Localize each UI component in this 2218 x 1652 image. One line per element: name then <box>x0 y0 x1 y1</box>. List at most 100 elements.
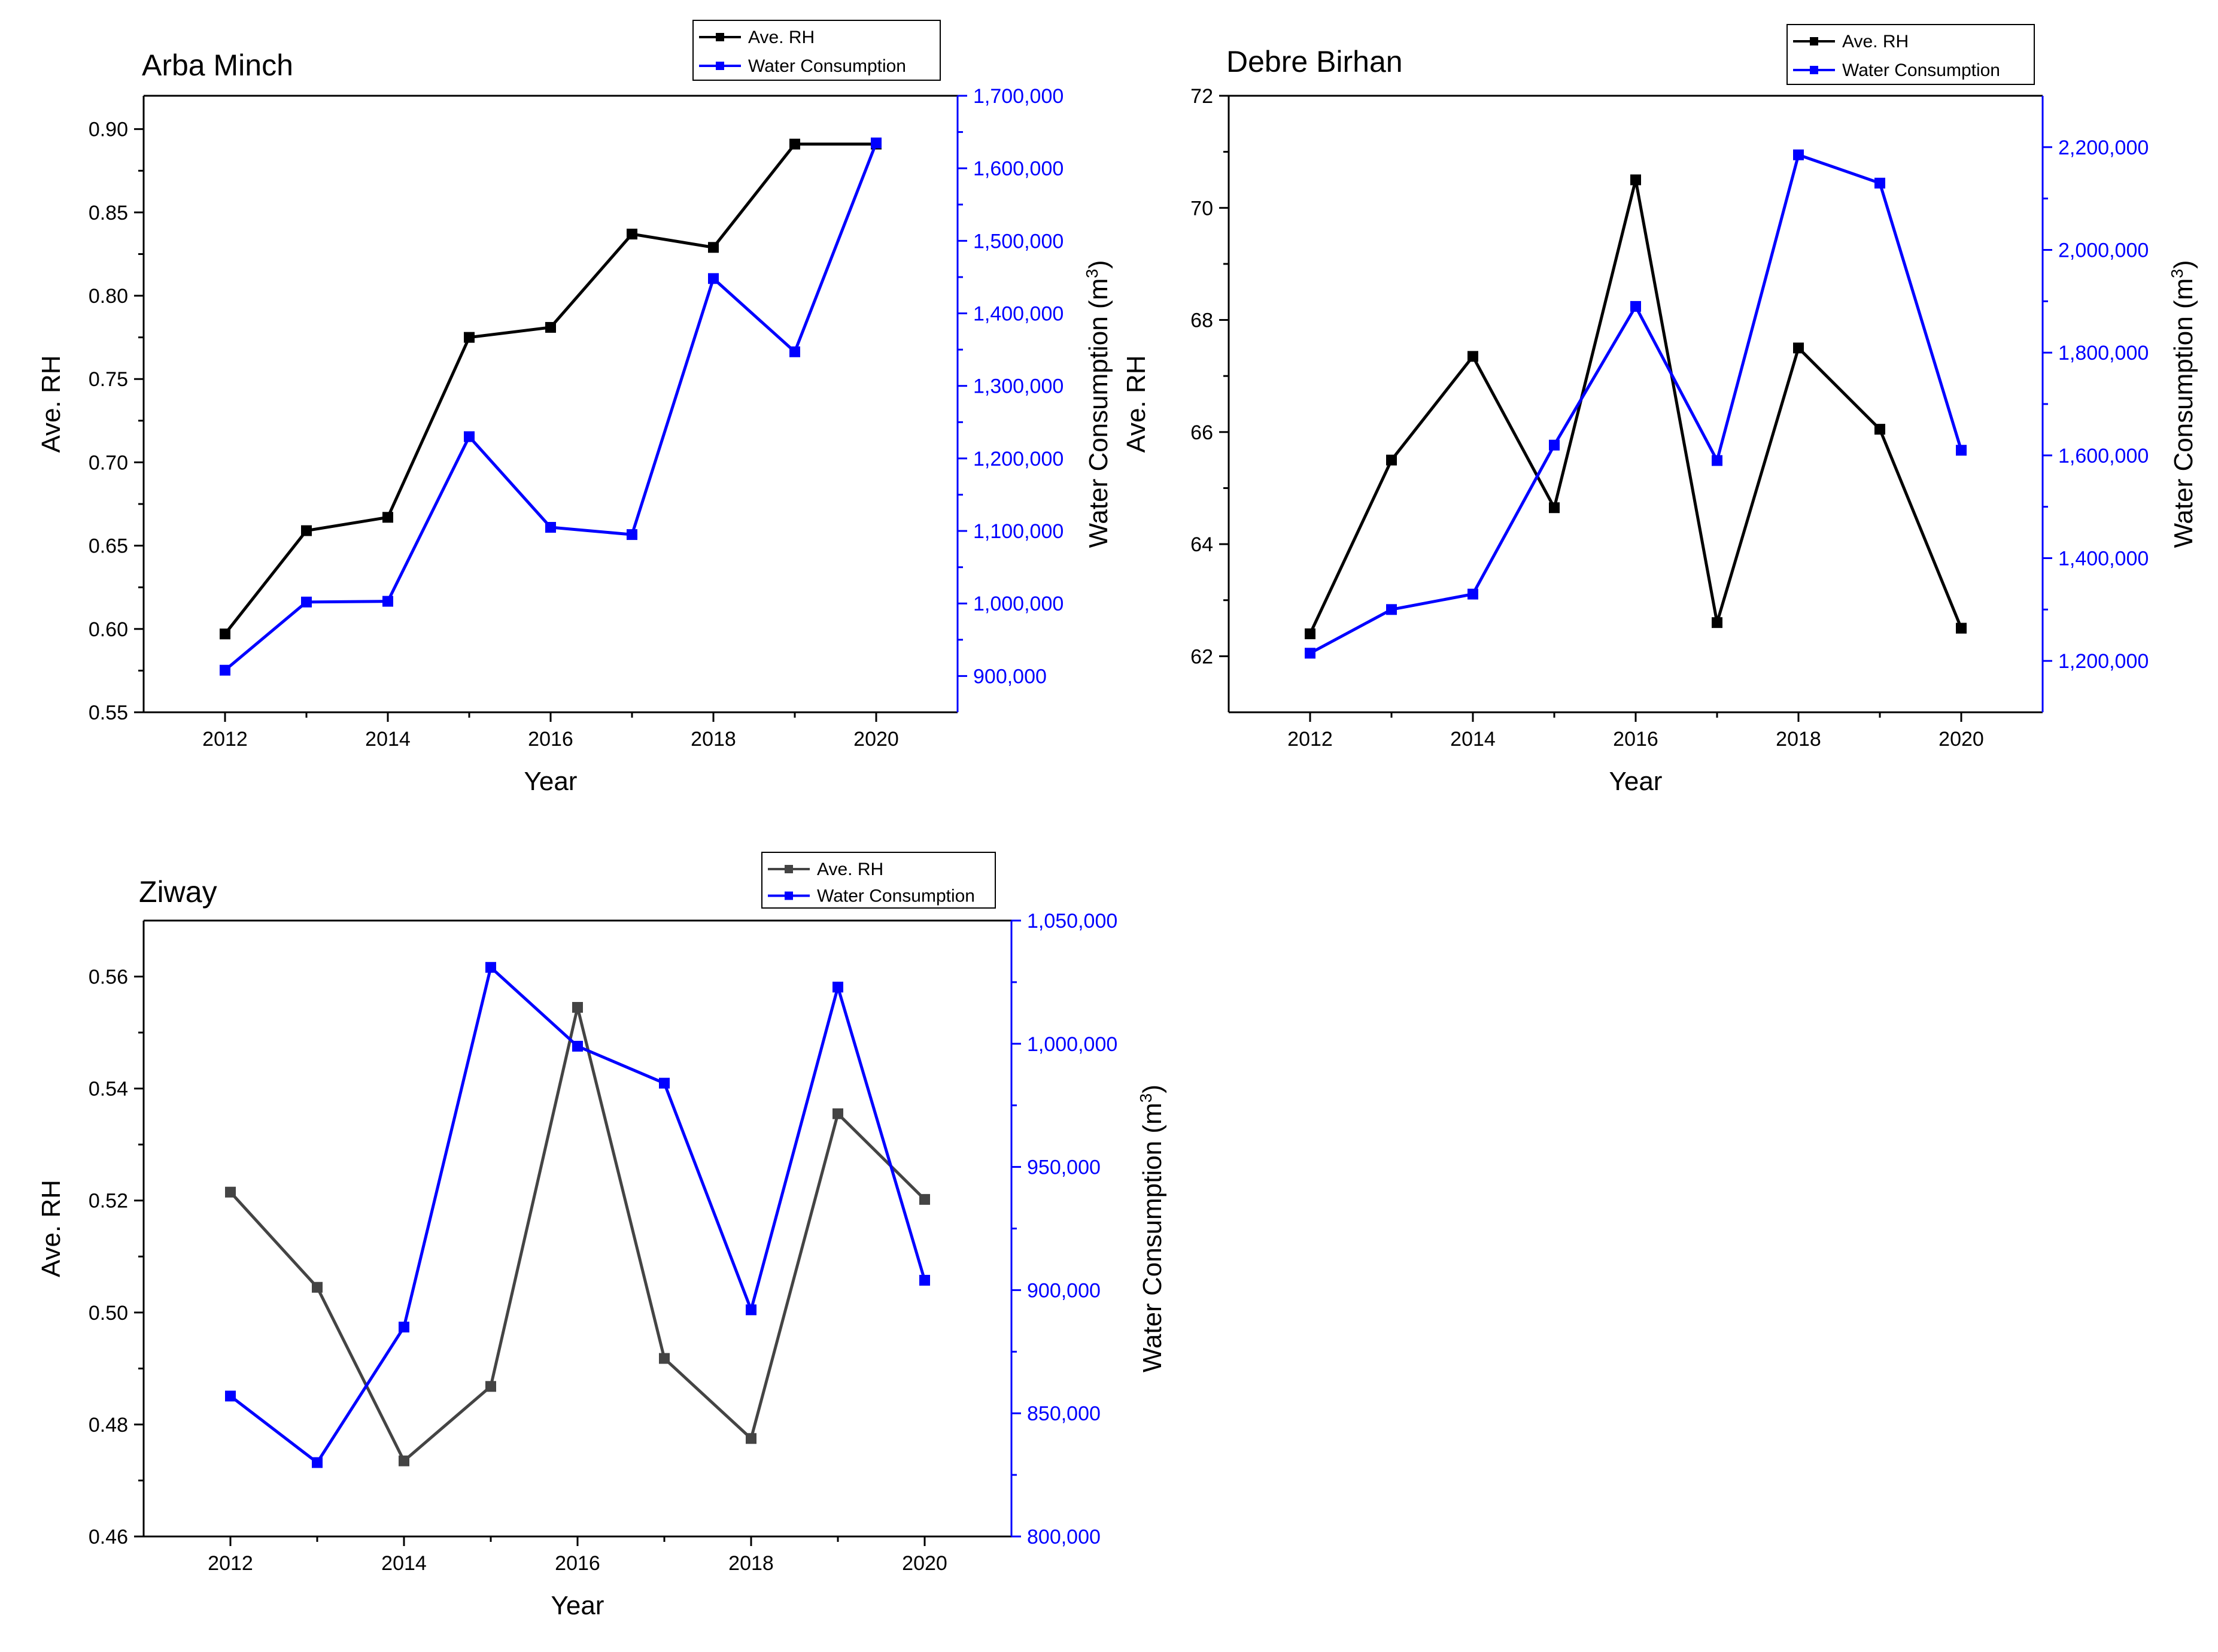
x-tick-label: 2016 <box>555 1552 600 1575</box>
data-point-water-consumption <box>1305 648 1315 659</box>
x-tick-label: 2014 <box>1450 728 1496 751</box>
data-point-ave-rh <box>1549 502 1560 514</box>
data-point-water-consumption <box>399 1322 409 1333</box>
data-point-ave-rh <box>1386 454 1397 466</box>
y-tick-label: 70 <box>1190 197 1213 220</box>
y-axis-label: Ave. RH <box>1122 355 1151 453</box>
x-axis-label: Year <box>524 767 578 796</box>
data-point-water-consumption <box>572 1040 583 1052</box>
data-point-water-consumption <box>382 596 393 607</box>
y2-tick-label: 1,200,000 <box>973 448 1064 470</box>
y2-axis-label-text: Water Consumption (m <box>2169 278 2198 548</box>
y2-axis-label: Water Consumption (m3) <box>1083 260 1113 548</box>
legend-label: Ave. RH <box>1842 32 1909 51</box>
x-tick-label: 2020 <box>1939 728 1984 751</box>
x-tick-label: 2018 <box>691 728 736 751</box>
data-point-water-consumption <box>301 596 312 608</box>
data-point-ave-rh <box>627 229 637 240</box>
data-point-water-consumption <box>789 346 800 357</box>
y2-tick-label: 2,000,000 <box>2058 239 2149 262</box>
x-tick-label: 2020 <box>853 728 899 751</box>
y-tick-label: 0.52 <box>89 1190 128 1213</box>
legend-box <box>761 852 996 909</box>
data-point-water-consumption <box>1874 177 1885 189</box>
data-point-ave-rh <box>1793 342 1804 354</box>
x-axis-label: Year <box>551 1591 604 1620</box>
y-tick-label: 0.80 <box>89 285 128 308</box>
data-point-ave-rh <box>789 138 800 150</box>
data-point-ave-rh <box>746 1433 756 1444</box>
legend-marker <box>1810 66 1818 74</box>
data-point-water-consumption <box>659 1077 670 1089</box>
legend-marker <box>716 62 724 70</box>
plot-group: Ziway 2012 2014 2016 2018 2020 0.46 0.48 0.50 0.5… <box>37 852 1167 1620</box>
y-tick-label: 0.75 <box>89 368 128 391</box>
data-point-water-consumption <box>832 982 843 993</box>
y-tick-label: 62 <box>1190 645 1213 668</box>
data-point-ave-rh <box>1956 622 1967 634</box>
y-tick-label: 0.54 <box>89 1078 128 1101</box>
data-point-water-consumption <box>464 431 475 442</box>
y2-axis-label-sup: 3 <box>2168 269 2186 278</box>
y2-tick-label: 1,000,000 <box>973 593 1064 615</box>
y2-tick-label: 1,300,000 <box>973 375 1064 398</box>
y2-tick-label: 1,200,000 <box>2058 650 2149 673</box>
data-point-ave-rh <box>1712 617 1722 628</box>
plot-group: Arba Minch 2012 2014 2016 2018 2020 0.55 0.60 0.… <box>37 20 1113 796</box>
y-tick-label: 72 <box>1190 85 1213 108</box>
data-point-water-consumption <box>1386 604 1397 615</box>
data-point-water-consumption <box>485 962 496 973</box>
y-tick-label: 0.55 <box>89 702 128 724</box>
y2-tick-label: 950,000 <box>1027 1156 1101 1179</box>
y2-tick-label: 900,000 <box>973 665 1047 688</box>
y-tick-label: 66 <box>1190 421 1213 444</box>
y2-tick-label: 1,500,000 <box>973 230 1064 253</box>
data-point-water-consumption <box>1712 455 1722 466</box>
y-tick-label: 68 <box>1190 309 1213 332</box>
data-point-ave-rh <box>832 1108 843 1119</box>
y2-axis-label-sup: 3 <box>1083 269 1101 278</box>
y2-axis-label-text: Water Consumption (m <box>1084 278 1113 548</box>
plot-group: Debre Birhan 2012 2014 2016 2018 2020 62 64 66 68… <box>1122 24 2198 796</box>
y2-tick-label: 1,400,000 <box>2058 548 2149 570</box>
data-point-ave-rh <box>659 1353 670 1364</box>
y-tick-label: 0.60 <box>89 618 128 641</box>
y2-tick-label: 1,000,000 <box>1027 1033 1117 1056</box>
x-tick-label: 2018 <box>728 1552 774 1575</box>
data-point-water-consumption <box>708 273 719 284</box>
y-axis-label: Ave. RH <box>37 1180 66 1277</box>
data-point-ave-rh <box>382 512 393 523</box>
legend-marker <box>785 865 793 873</box>
data-point-ave-rh <box>301 525 312 536</box>
data-point-water-consumption <box>1956 445 1967 456</box>
data-point-ave-rh <box>312 1281 323 1293</box>
y2-tick-label: 1,400,000 <box>973 303 1064 326</box>
y2-tick-label: 1,800,000 <box>2058 342 2149 365</box>
y2-tick-label: 900,000 <box>1027 1279 1101 1302</box>
data-point-water-consumption <box>545 522 556 533</box>
data-point-ave-rh <box>919 1194 930 1205</box>
chart-title: Debre Birhan <box>1226 45 1403 78</box>
data-point-water-consumption <box>871 137 882 148</box>
x-tick-label: 2012 <box>202 728 248 751</box>
data-point-water-consumption <box>1467 588 1478 600</box>
y2-tick-label: 1,100,000 <box>973 520 1064 543</box>
legend-marker <box>716 33 724 41</box>
x-axis-label: Year <box>1609 767 1663 796</box>
data-point-ave-rh <box>708 242 719 253</box>
data-point-water-consumption <box>1630 300 1641 312</box>
chart-title: Ziway <box>139 875 217 909</box>
y2-tick-label: 1,600,000 <box>973 157 1064 180</box>
data-point-water-consumption <box>1793 149 1804 160</box>
y2-axis-label-text: Water Consumption (m <box>1138 1103 1167 1372</box>
y-tick-label: 0.65 <box>89 535 128 558</box>
y-tick-label: 0.46 <box>89 1526 128 1548</box>
x-tick-label: 2016 <box>1613 728 1658 751</box>
data-point-ave-rh <box>220 628 230 640</box>
legend-box <box>1786 24 2035 85</box>
data-point-ave-rh <box>225 1186 236 1198</box>
data-point-ave-rh <box>399 1455 409 1466</box>
y2-tick-label: 800,000 <box>1027 1526 1101 1548</box>
data-point-water-consumption <box>225 1390 236 1402</box>
